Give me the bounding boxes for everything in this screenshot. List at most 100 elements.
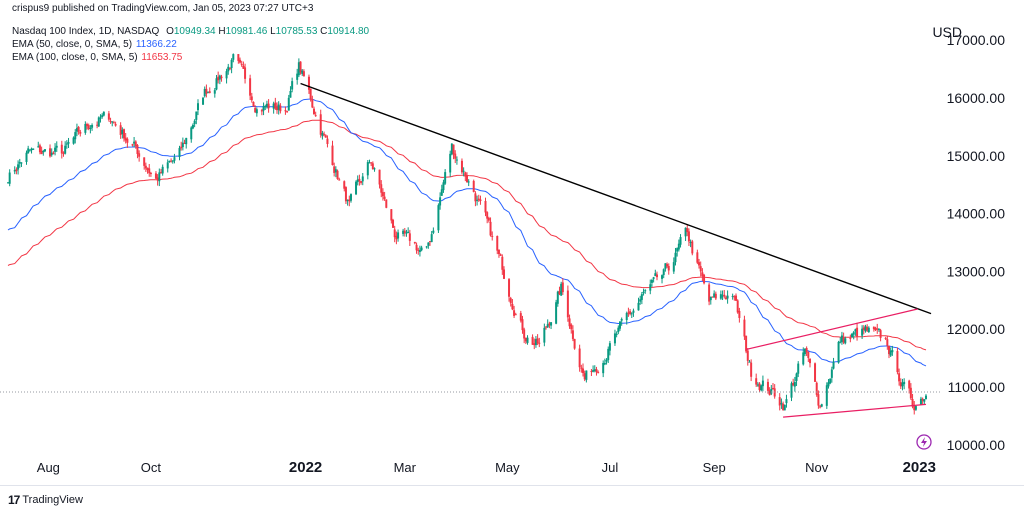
candle xyxy=(805,346,808,357)
candle xyxy=(592,365,595,373)
candle xyxy=(703,273,706,285)
candle xyxy=(264,104,267,111)
candle xyxy=(297,58,300,78)
candle xyxy=(381,188,384,201)
candle xyxy=(262,102,265,116)
candle xyxy=(143,157,146,170)
candle xyxy=(486,211,489,224)
candle xyxy=(605,358,608,365)
candle xyxy=(75,123,78,137)
ema100-line-layer xyxy=(7,119,927,351)
candle xyxy=(20,162,23,167)
candle xyxy=(467,179,470,187)
candle xyxy=(661,274,664,284)
trendline-line[interactable] xyxy=(300,82,932,315)
candle xyxy=(713,290,716,298)
candle xyxy=(18,158,21,168)
candle xyxy=(17,160,20,175)
candle xyxy=(228,67,231,71)
candle xyxy=(874,326,877,332)
candle xyxy=(627,307,630,317)
candle xyxy=(96,121,99,129)
tradingview-logo[interactable]: 17 TradingView xyxy=(8,493,83,507)
candle xyxy=(430,231,433,243)
candle xyxy=(783,404,786,411)
candle xyxy=(334,166,337,178)
candle xyxy=(180,141,183,151)
candle xyxy=(808,358,811,368)
candle xyxy=(736,299,739,314)
candle xyxy=(674,247,677,266)
candle xyxy=(829,378,832,385)
candle xyxy=(250,92,253,103)
candle xyxy=(511,299,514,311)
candle xyxy=(413,241,416,245)
candle xyxy=(770,384,773,396)
ohlc-open-label: O xyxy=(166,26,174,37)
candle xyxy=(429,240,432,246)
candle xyxy=(664,263,667,272)
candle xyxy=(815,381,818,397)
candle xyxy=(49,144,52,158)
candle xyxy=(60,140,63,159)
ema50-legend[interactable]: EMA (50, close, 0, SMA, 5) 11366.22 xyxy=(12,39,177,50)
ema100-legend[interactable]: EMA (100, close, 0, SMA, 5) 11653.75 xyxy=(12,52,182,63)
candle xyxy=(415,242,418,254)
candle xyxy=(735,293,738,301)
candle xyxy=(731,293,734,300)
ema100-label: EMA (100, close, 0, SMA, 5) xyxy=(12,52,138,63)
bolt-icon[interactable] xyxy=(916,434,932,450)
candle xyxy=(13,166,16,175)
wedge-top-line[interactable] xyxy=(745,308,918,351)
candle xyxy=(803,348,806,357)
candle xyxy=(854,328,857,336)
candle xyxy=(817,390,820,409)
candle xyxy=(144,162,147,172)
ohlc-high-label: H xyxy=(218,26,226,37)
candle xyxy=(134,140,137,149)
candle xyxy=(724,295,727,300)
ohlc-close-label: C xyxy=(320,26,328,37)
candle xyxy=(455,156,458,165)
candle xyxy=(889,347,892,358)
candle xyxy=(497,249,500,258)
candle xyxy=(526,335,529,345)
candle xyxy=(502,266,505,280)
x-tick-label: Sep xyxy=(703,460,726,475)
candle xyxy=(756,382,759,387)
candle xyxy=(649,279,652,295)
candle xyxy=(393,225,396,243)
candle xyxy=(827,379,830,389)
candle xyxy=(573,338,576,350)
candle xyxy=(349,193,352,203)
candle xyxy=(714,291,717,301)
candle xyxy=(138,150,141,162)
candle xyxy=(168,160,171,163)
ema100-line xyxy=(7,119,927,351)
candle xyxy=(901,378,904,391)
candle xyxy=(654,269,657,277)
ohlc-open-value: 10949.34 xyxy=(173,26,216,37)
candle xyxy=(218,74,221,85)
candle xyxy=(758,382,761,392)
candle xyxy=(531,334,534,345)
candle xyxy=(689,239,692,248)
candle xyxy=(499,253,502,256)
ohlc-close-value: 10914.80 xyxy=(327,26,370,37)
candle xyxy=(25,150,28,165)
symbol-label: Nasdaq 100 Index, 1D, NASDAQ xyxy=(12,26,160,37)
wedge-bottom-line[interactable] xyxy=(783,403,927,418)
candle xyxy=(566,285,569,322)
candle xyxy=(267,99,270,113)
candle xyxy=(284,106,287,115)
candle xyxy=(454,150,457,164)
candle xyxy=(343,180,346,192)
candle xyxy=(558,286,561,296)
candle xyxy=(402,228,405,237)
candle xyxy=(255,107,258,117)
candle xyxy=(346,199,349,206)
candle xyxy=(608,340,611,356)
candle xyxy=(62,151,65,157)
y-tick-label: 13000.00 xyxy=(947,263,1006,279)
